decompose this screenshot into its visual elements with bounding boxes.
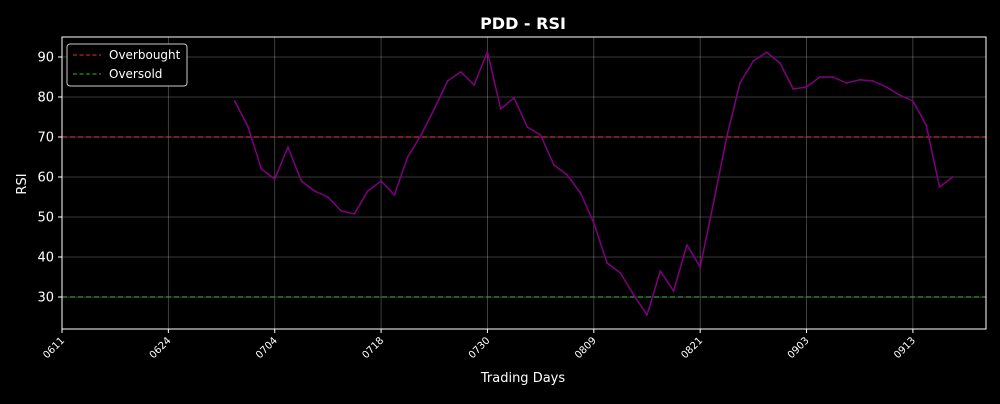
rsi-data-point <box>739 82 741 84</box>
y-tick-label: 70 <box>37 131 54 146</box>
rsi-data-point <box>486 50 489 53</box>
rsi-data-point <box>353 212 356 215</box>
y-tick-label: 30 <box>37 291 54 306</box>
series-layer <box>233 50 954 316</box>
rsi-data-point <box>818 76 821 78</box>
rsi-data-point <box>872 80 874 82</box>
x-tick-label: 0903 <box>786 335 812 361</box>
rsi-data-point <box>765 51 768 54</box>
rsi-data-point <box>539 134 542 136</box>
rsi-data-point <box>327 196 329 198</box>
x-tick-label: 0730 <box>467 335 493 361</box>
rsi-data-point <box>938 186 941 188</box>
rsi-data-point <box>406 156 409 158</box>
rsi-data-point <box>459 70 462 73</box>
rsi-data-point <box>686 244 688 246</box>
x-tick-label: 0809 <box>573 335 599 361</box>
rsi-data-point <box>858 78 861 81</box>
y-tick-label: 40 <box>37 251 54 266</box>
grid <box>61 37 986 329</box>
y-axis-ticks: 30 40 50 60 70 80 90 <box>37 51 62 306</box>
y-tick-label: 80 <box>37 91 54 106</box>
plot-frame <box>61 36 987 330</box>
chart-title: PDD - RSI <box>480 14 566 33</box>
y-tick-label: 90 <box>37 51 54 66</box>
legend-box <box>66 43 188 87</box>
rsi-data-point <box>233 100 236 102</box>
rsi-data-point <box>366 190 369 192</box>
rsi-data-point <box>885 86 888 88</box>
rsi-data-point <box>553 164 555 166</box>
legend: Overbought Oversold <box>66 43 188 87</box>
rsi-data-point <box>566 174 569 176</box>
rsi-data-point <box>273 178 276 180</box>
x-tick-label: 0821 <box>680 335 706 361</box>
rsi-data-point <box>805 86 808 88</box>
rsi-data-point <box>712 202 715 204</box>
rsi-data-point <box>300 180 303 182</box>
rsi-data-point <box>699 266 702 268</box>
x-tick-label: 0718 <box>360 335 386 361</box>
rsi-data-point <box>380 180 382 182</box>
legend-label-overbought: Overbought <box>109 48 181 62</box>
rsi-data-point <box>433 108 436 110</box>
x-tick-label: 0624 <box>148 335 174 361</box>
rsi-data-point <box>951 176 954 178</box>
rsi-data-point <box>473 84 475 86</box>
rsi-data-point <box>792 88 795 90</box>
rsi-data-point <box>247 126 250 128</box>
rsi-data-point <box>632 294 635 296</box>
rsi-data-point <box>619 272 622 274</box>
x-tick-label: 0913 <box>892 335 918 361</box>
rsi-data-point <box>499 108 502 110</box>
rsi-data-point <box>672 290 675 292</box>
rsi-data-point <box>898 94 901 96</box>
rsi-data-point <box>287 146 289 148</box>
rsi-data-point <box>260 168 263 170</box>
rsi-data-point <box>779 62 781 64</box>
rsi-data-point <box>340 210 343 212</box>
plot-background <box>62 37 986 329</box>
rsi-data-point <box>725 136 728 138</box>
rsi-data-point <box>845 82 848 84</box>
rsi-data-point <box>912 100 914 102</box>
x-axis-label: Trading Days <box>480 371 565 386</box>
x-tick-label: 0611 <box>41 335 67 361</box>
rsi-data-point <box>659 270 662 272</box>
rsi-data-point <box>832 76 834 78</box>
legend-label-oversold: Oversold <box>109 67 162 81</box>
rsi-data-point <box>606 262 608 264</box>
x-tick-label: 0704 <box>254 335 280 361</box>
rsi-data-point <box>420 134 422 136</box>
rsi-data-point <box>513 96 515 99</box>
rsi-data-point <box>752 60 755 62</box>
y-tick-label: 50 <box>37 211 54 226</box>
y-axis-label: RSI <box>15 173 30 194</box>
rsi-data-point <box>446 80 449 82</box>
rsi-data-point <box>925 124 928 126</box>
rsi-data-point <box>579 192 582 194</box>
rsi-data-point <box>592 222 595 224</box>
rsi-data-point <box>393 194 396 196</box>
rsi-data-point <box>526 126 529 128</box>
y-tick-label: 60 <box>37 171 54 186</box>
x-axis-ticks: 0611 0624 0704 0718 0730 0809 0821 0903 0913 <box>41 329 918 361</box>
rsi-data-point <box>313 190 316 192</box>
threshold-lines <box>62 136 986 298</box>
rsi-data-point <box>646 314 648 316</box>
